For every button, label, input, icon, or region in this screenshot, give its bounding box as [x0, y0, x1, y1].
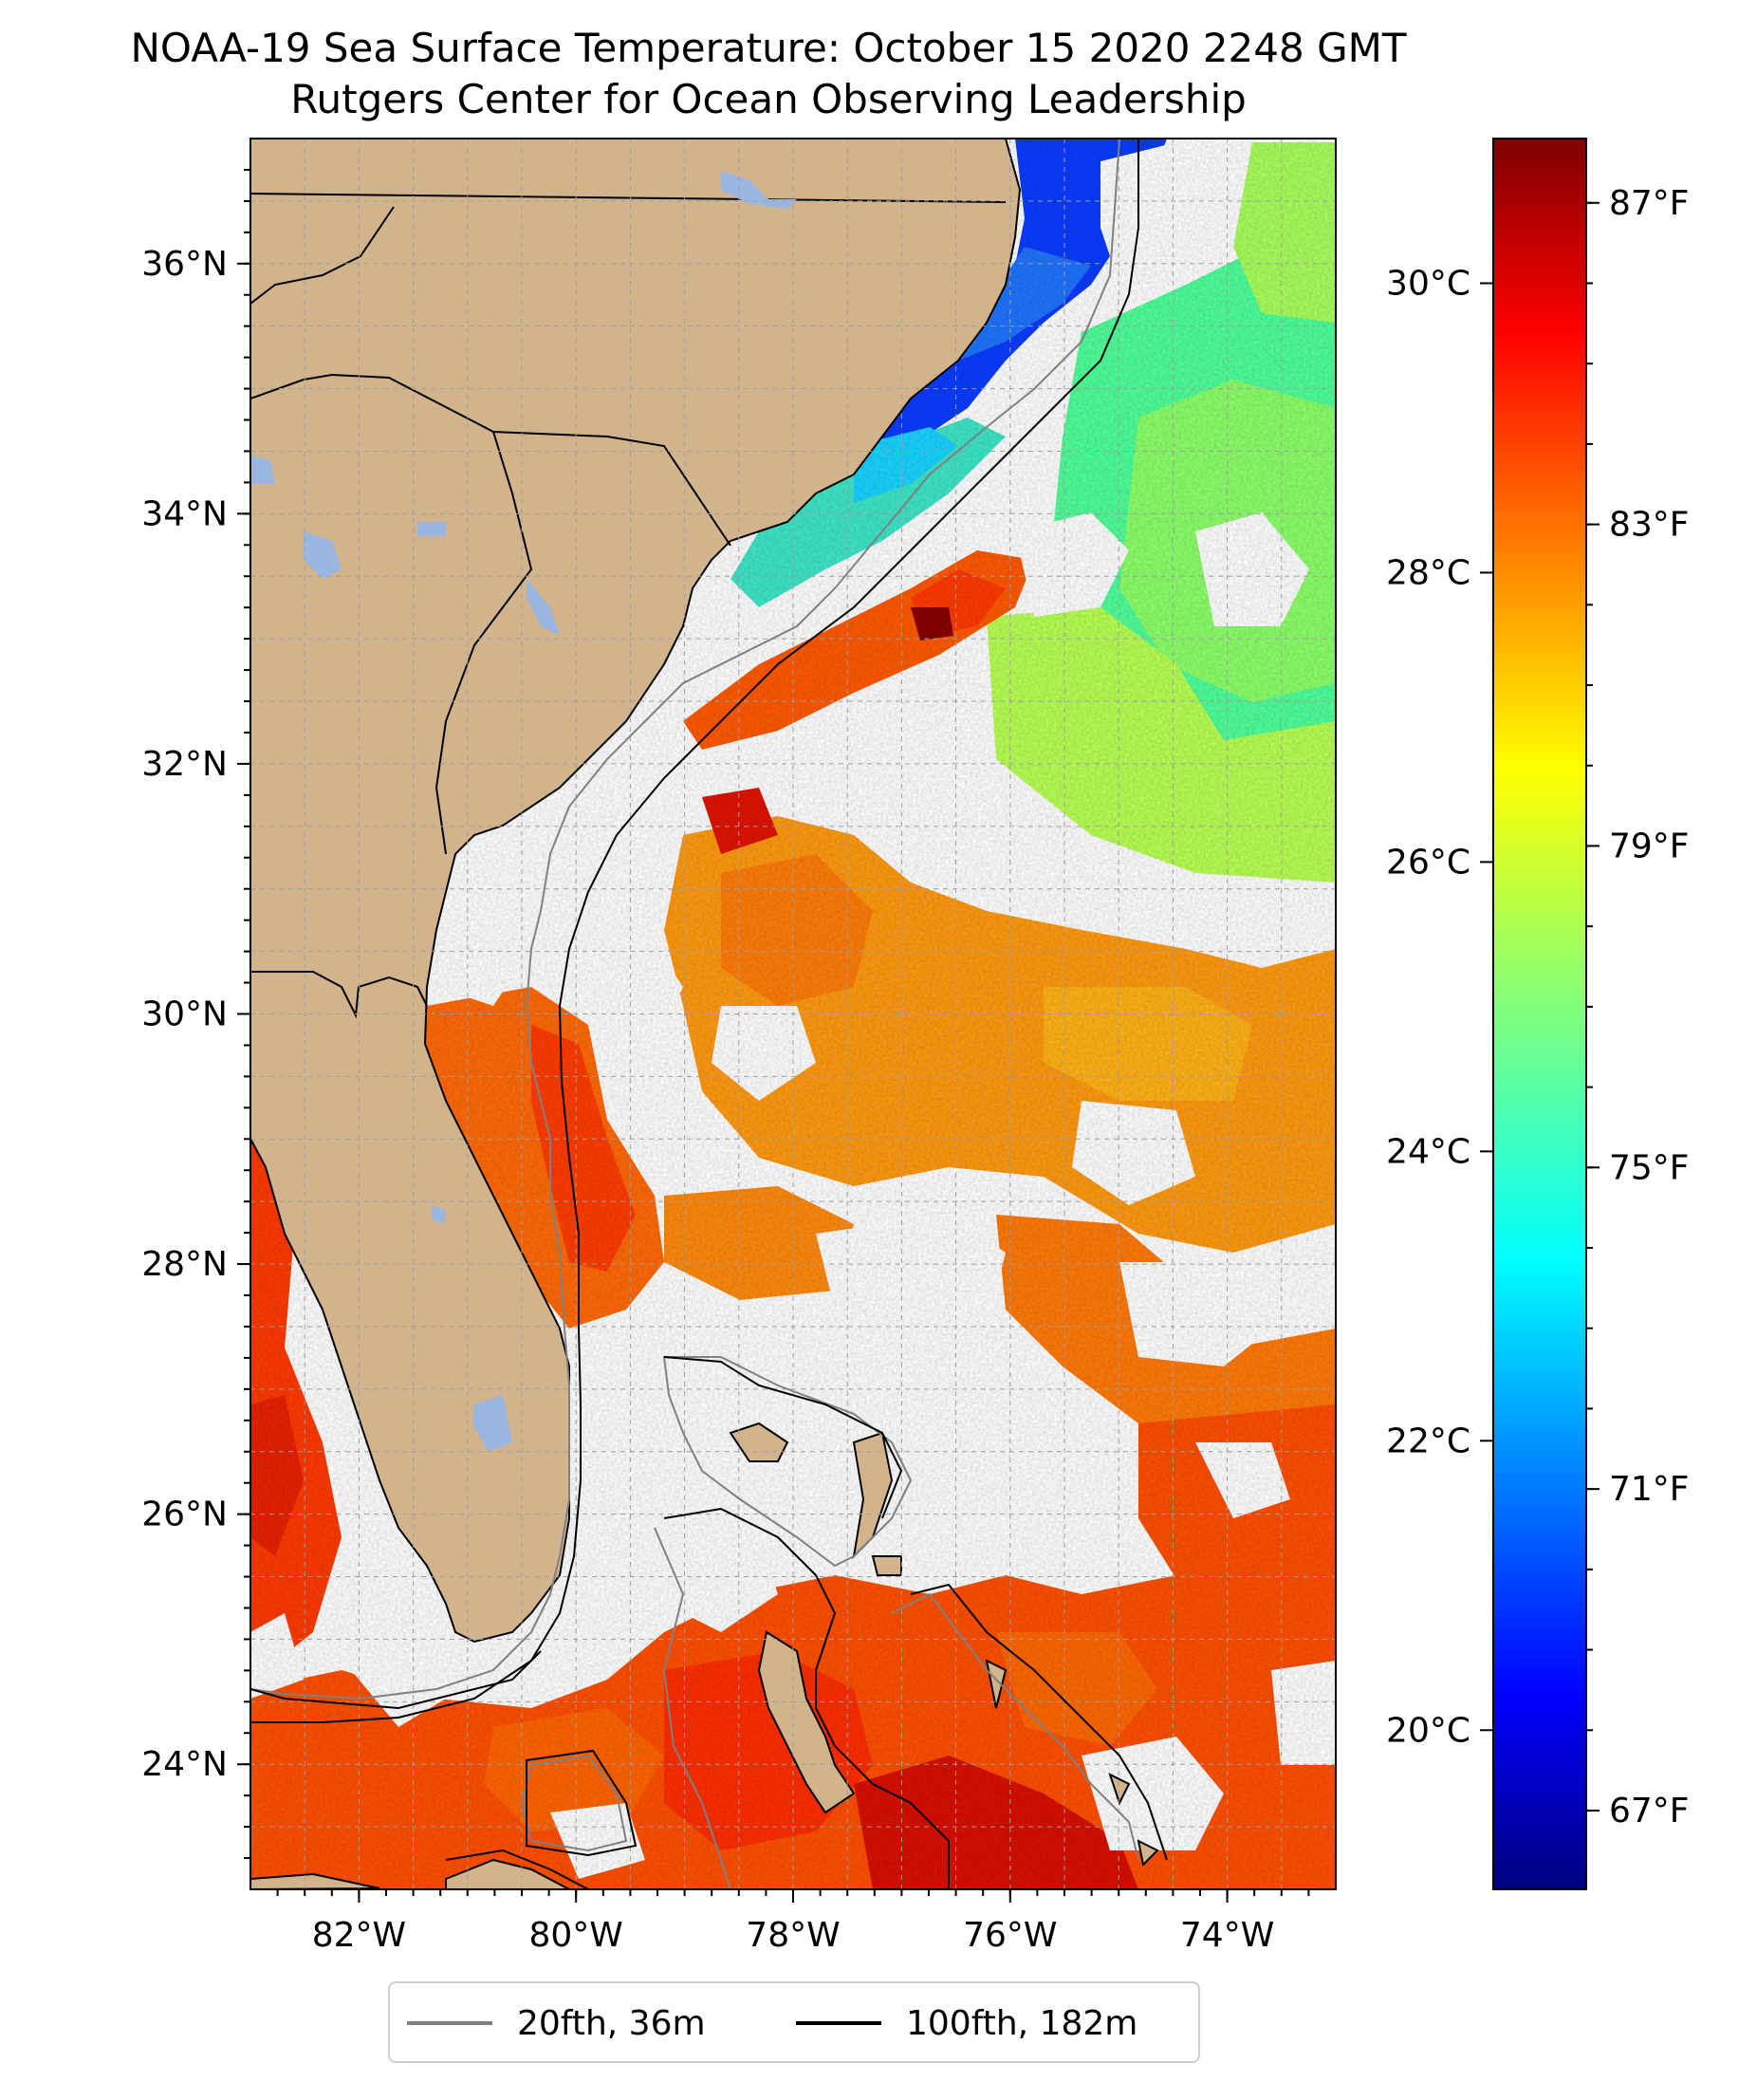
map-subtitle: Rutgers Center for Ocean Observing Leade… [290, 76, 1247, 122]
colorbar-frame [1492, 138, 1587, 1890]
legend-label: 100fth, 182m [906, 2003, 1138, 2043]
lon-tick-label: 78°W [746, 1916, 840, 1955]
legend-swatch-gray [407, 2021, 492, 2025]
legend-swatch-black [796, 2021, 881, 2025]
legend-item-20fth: 20fth, 36m [407, 2002, 706, 2044]
lat-tick-label: 24°N [141, 1745, 228, 1784]
colorbar-celsius-label: 24°C [1386, 1132, 1470, 1171]
lon-tick-label: 76°W [963, 1916, 1057, 1955]
colorbar-fahrenheit-label: 75°F [1609, 1148, 1690, 1187]
lon-tick-label: 80°W [528, 1916, 622, 1955]
lat-tick-label: 32°N [141, 745, 228, 784]
latitude-axis: 24°N 26°N 28°N 30°N 32°N 34°N 36°N [141, 168, 250, 1860]
colorbar-fahrenheit-label: 71°F [1609, 1470, 1690, 1509]
map-title: NOAA-19 Sea Surface Temperature: October… [130, 25, 1407, 71]
lat-tick-label: 36°N [141, 245, 228, 284]
colorbar-celsius-label: 28°C [1386, 553, 1470, 592]
colorbar-celsius-label: 20°C [1386, 1711, 1470, 1750]
colorbar-celsius-label: 30°C [1386, 264, 1470, 303]
lon-tick-label: 82°W [312, 1916, 406, 1955]
colorbar-fahrenheit-label: 83°F [1609, 506, 1690, 545]
map-gridlines [250, 139, 1336, 1889]
lat-tick-label: 34°N [141, 494, 228, 533]
lat-tick-label: 28°N [141, 1245, 228, 1284]
legend: 20fth, 36m 100fth, 182m [388, 1981, 1200, 2063]
colorbar-gradient [1493, 139, 1586, 1889]
colorbar-fahrenheit-label: 79°F [1609, 827, 1690, 865]
lon-tick-label: 74°W [1180, 1916, 1274, 1955]
colorbar-celsius-label: 22°C [1386, 1422, 1470, 1460]
bathymetry-contours [250, 139, 1168, 1889]
lat-tick-label: 26°N [141, 1496, 228, 1534]
colorbar-fahrenheit-label: 87°F [1609, 184, 1690, 223]
colorbar-fahrenheit-ticks: 67°F 71°F 75°F 79°F 83°F 87°F [1586, 184, 1690, 1831]
sst-map [250, 139, 1336, 1889]
longitude-axis: 82°W 80°W 78°W 76°W 74°W [276, 1889, 1310, 1955]
colorbar: 20°C 22°C 24°C 26°C 28°C 30°C 67°F 71°F 75°F 79°… [1386, 138, 1690, 1890]
colorbar-celsius-ticks: 20°C 22°C 24°C 26°C 28°C 30°C [1386, 264, 1493, 1750]
colorbar-fahrenheit-label: 67°F [1609, 1792, 1690, 1831]
lakes [250, 171, 797, 1452]
legend-item-100fth: 100fth, 182m [796, 2002, 1137, 2044]
lat-tick-label: 30°N [141, 995, 228, 1034]
colorbar-celsius-label: 26°C [1386, 843, 1470, 882]
legend-label: 20fth, 36m [517, 2003, 706, 2043]
